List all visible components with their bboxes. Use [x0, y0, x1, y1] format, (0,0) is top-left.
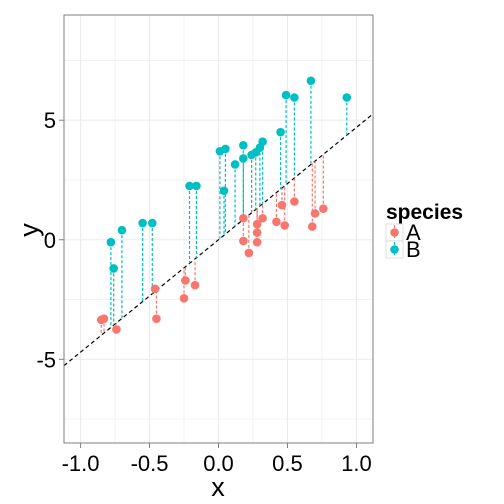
- data-point-a: [180, 294, 189, 303]
- data-point-b: [282, 91, 291, 100]
- data-point-b: [307, 76, 316, 85]
- data-point-b: [231, 160, 240, 169]
- legend-title: species: [386, 201, 463, 224]
- y-tick-label: 0: [44, 228, 56, 253]
- legend-label: B: [406, 237, 421, 262]
- data-point-a: [258, 214, 267, 223]
- data-point-b: [118, 226, 127, 235]
- data-point-b: [148, 219, 157, 228]
- data-point-b: [138, 219, 147, 228]
- data-point-a: [112, 325, 121, 334]
- y-tick-label: 5: [44, 108, 56, 133]
- legend-key-point: [390, 228, 399, 237]
- data-point-b: [239, 154, 248, 163]
- y-tick-label: -5: [36, 347, 56, 372]
- data-point-a: [100, 314, 109, 323]
- data-point-a: [272, 218, 281, 227]
- data-point-a: [278, 201, 287, 210]
- data-point-a: [253, 238, 262, 247]
- data-point-a: [191, 281, 200, 290]
- x-tick-label: 1.0: [341, 451, 372, 476]
- data-point-b: [107, 238, 116, 247]
- data-point-b: [276, 128, 285, 137]
- data-point-b: [221, 145, 230, 154]
- data-point-b: [220, 186, 229, 195]
- data-point-a: [308, 222, 317, 231]
- data-point-b: [290, 93, 299, 102]
- data-point-a: [319, 204, 328, 213]
- x-tick-label: -1.0: [62, 451, 100, 476]
- data-point-b: [109, 264, 118, 273]
- data-point-a: [152, 314, 161, 323]
- data-point-a: [290, 197, 299, 206]
- data-point-a: [239, 237, 248, 246]
- y-axis-title: y: [14, 223, 44, 237]
- x-tick-label: 0.5: [272, 451, 303, 476]
- data-point-a: [280, 221, 289, 230]
- legend-key-point: [390, 245, 399, 254]
- data-point-a: [151, 284, 160, 293]
- data-point-a: [253, 228, 262, 237]
- data-point-a: [181, 276, 190, 285]
- x-tick-label: -0.5: [131, 451, 169, 476]
- data-point-a: [239, 214, 248, 223]
- data-point-a: [245, 249, 254, 258]
- data-point-a: [311, 209, 320, 218]
- data-point-b: [258, 137, 267, 146]
- data-point-b: [192, 182, 201, 191]
- data-point-b: [342, 93, 351, 102]
- data-point-b: [239, 141, 248, 150]
- x-axis-title: x: [211, 472, 225, 502]
